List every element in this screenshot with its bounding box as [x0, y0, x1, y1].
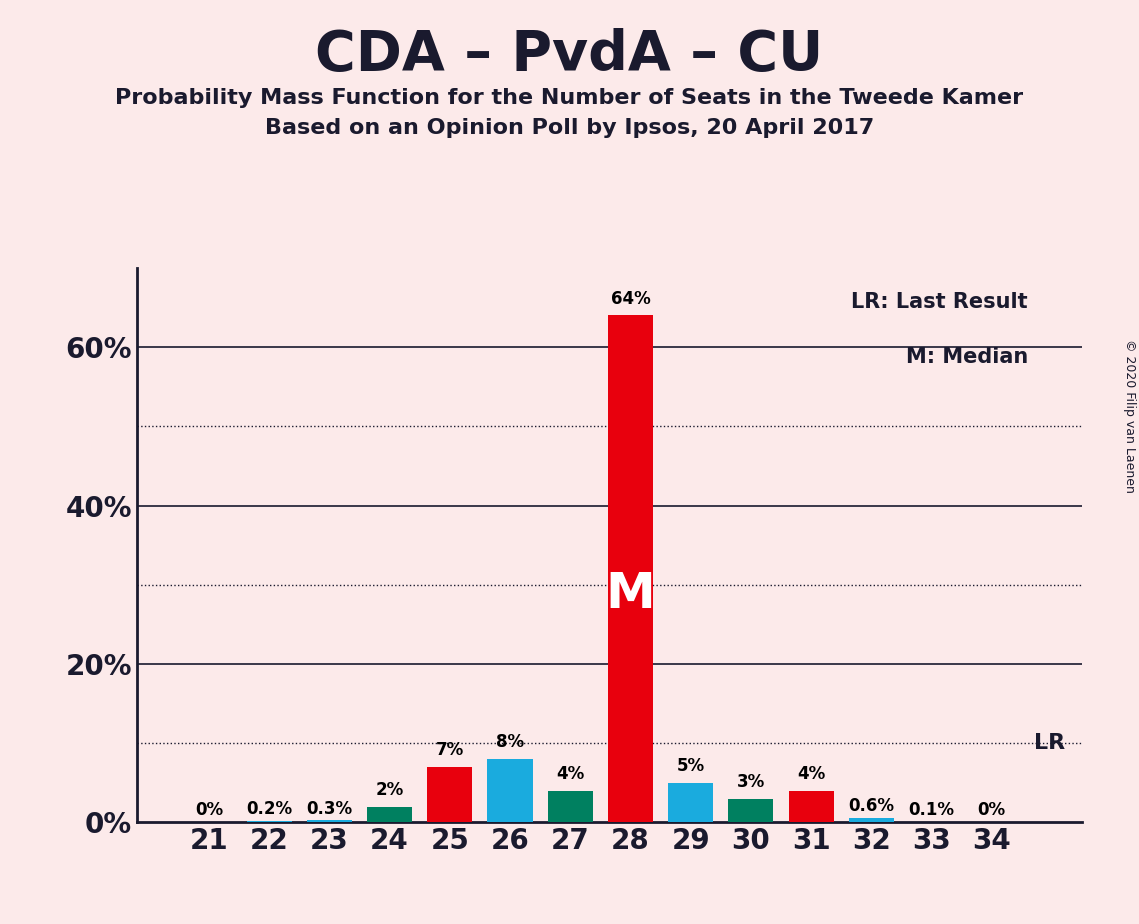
- Text: © 2020 Filip van Laenen: © 2020 Filip van Laenen: [1123, 339, 1137, 492]
- Text: M: M: [606, 570, 655, 618]
- Bar: [728, 798, 773, 822]
- Text: 4%: 4%: [556, 765, 584, 783]
- Text: M: Median: M: Median: [906, 347, 1027, 367]
- Bar: [427, 767, 473, 822]
- Text: 8%: 8%: [495, 733, 524, 751]
- Bar: [788, 791, 834, 822]
- Bar: [669, 783, 713, 822]
- Text: Probability Mass Function for the Number of Seats in the Tweede Kamer: Probability Mass Function for the Number…: [115, 88, 1024, 108]
- Bar: [246, 821, 292, 822]
- Bar: [487, 759, 533, 822]
- Text: 7%: 7%: [436, 741, 464, 759]
- Text: Based on an Opinion Poll by Ipsos, 20 April 2017: Based on an Opinion Poll by Ipsos, 20 Ap…: [265, 118, 874, 139]
- Text: 0%: 0%: [195, 801, 223, 820]
- Bar: [608, 315, 653, 822]
- Bar: [849, 818, 894, 822]
- Text: LR: LR: [1034, 733, 1065, 753]
- Text: 0.2%: 0.2%: [246, 800, 293, 819]
- Text: 0.6%: 0.6%: [849, 797, 894, 815]
- Text: 0%: 0%: [977, 801, 1006, 820]
- Bar: [548, 791, 592, 822]
- Text: 0.3%: 0.3%: [306, 799, 352, 818]
- Text: 5%: 5%: [677, 757, 705, 775]
- Text: 0.1%: 0.1%: [909, 801, 954, 820]
- Bar: [367, 807, 412, 822]
- Text: CDA – PvdA – CU: CDA – PvdA – CU: [316, 28, 823, 81]
- Bar: [306, 820, 352, 822]
- Text: LR: Last Result: LR: Last Result: [851, 292, 1027, 311]
- Text: 64%: 64%: [611, 289, 650, 308]
- Text: 4%: 4%: [797, 765, 826, 783]
- Text: 3%: 3%: [737, 772, 765, 791]
- Text: 2%: 2%: [376, 781, 403, 798]
